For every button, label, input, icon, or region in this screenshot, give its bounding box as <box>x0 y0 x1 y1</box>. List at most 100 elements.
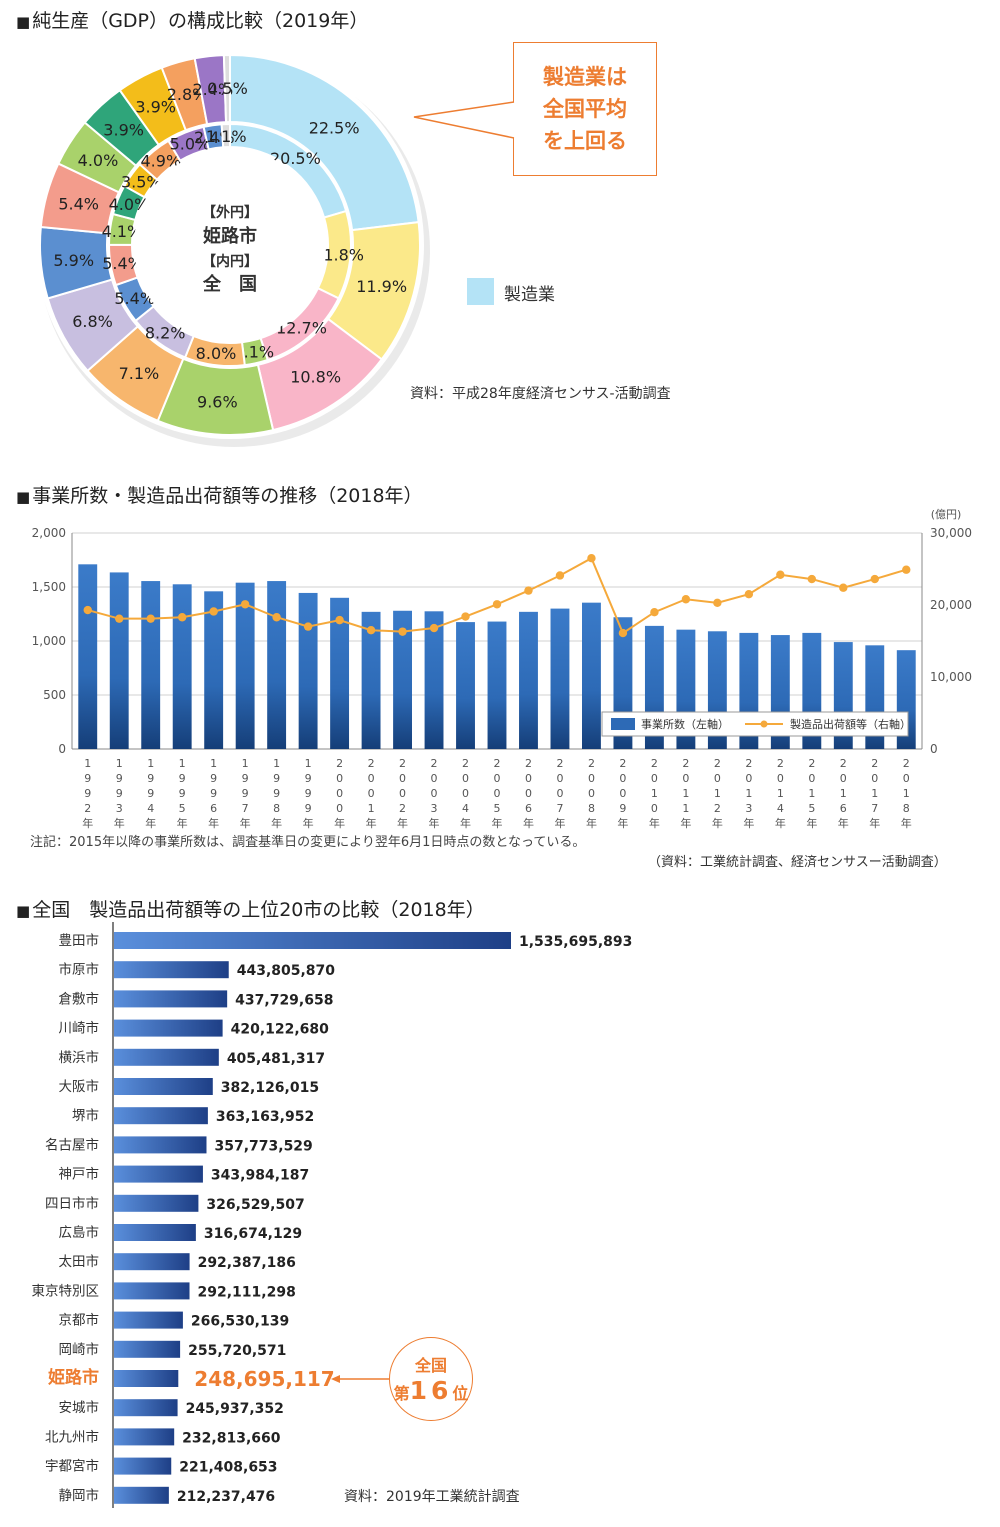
x-tick-1999年-0: 1 <box>305 757 312 770</box>
inner-label-10: 3.5% <box>121 173 162 192</box>
bar-2002年 <box>393 610 412 749</box>
x-tick-1992年-0: 1 <box>84 757 91 770</box>
x-tick-2015年-2: 1 <box>808 787 815 800</box>
inner-label-9: 4.0% <box>109 195 150 214</box>
x-tick-2007年-3: 7 <box>556 802 563 815</box>
x-tick-2009年-2: 0 <box>619 787 626 800</box>
point-2010年 <box>650 608 659 617</box>
hbar-静岡市 <box>114 1486 169 1504</box>
x-tick-2000年-4: 年 <box>334 816 345 830</box>
x-tick-1995年-0: 1 <box>179 757 186 770</box>
value-label-太田市: 292,387,186 <box>198 1255 296 1271</box>
x-tick-1993年-3: 3 <box>116 802 123 815</box>
outer-label-4: 7.1% <box>119 364 160 383</box>
hbar-広島市 <box>114 1224 196 1241</box>
hbar-堺市 <box>114 1107 208 1125</box>
gdp-title: 純生産（GDP）の構成比較（2019年） <box>32 10 369 32</box>
highlight-pointer-arrow <box>331 1375 340 1383</box>
x-tick-2000年-1: 0 <box>336 772 343 785</box>
x-tick-2003年-0: 2 <box>431 757 438 770</box>
point-2015年 <box>807 574 817 584</box>
inner-label-12: 5.0% <box>170 135 211 154</box>
x-tick-2004年-2: 0 <box>462 787 469 800</box>
point-1999年 <box>303 622 313 631</box>
bar-1997年 <box>235 582 255 749</box>
legend-bar-swatch <box>611 718 635 730</box>
outer-label-8: 4.0% <box>78 151 119 170</box>
value-label-川崎市: 420,122,680 <box>231 1022 330 1038</box>
x-tick-2006年-1: 0 <box>525 772 532 785</box>
x-tick-1999年-2: 9 <box>305 787 312 800</box>
x-tick-2002年-4: 年 <box>397 816 408 830</box>
city-label-倉敷市: 倉敷市 <box>59 990 100 1007</box>
x-tick-2017年-3: 7 <box>871 802 878 815</box>
x-tick-2016年-3: 6 <box>840 802 847 815</box>
source-gdp: 資料：平成28年度経済センサス-活動調査 <box>410 386 671 402</box>
value-label-堺市: 363,163,952 <box>216 1109 314 1125</box>
value-label-姫路市: 248,695,117 <box>194 1367 334 1391</box>
x-tick-1993年-4: 年 <box>114 816 125 830</box>
x-tick-2010年-2: 1 <box>651 787 658 800</box>
bar-1996年 <box>204 591 224 749</box>
x-tick-1998年-1: 9 <box>273 772 280 785</box>
x-tick-1994年-4: 年 <box>145 816 156 830</box>
city-label-宇都宮市: 宇都宮市 <box>45 1458 99 1475</box>
x-tick-2018年-4: 年 <box>901 816 912 830</box>
x-tick-2004年-4: 年 <box>460 816 471 830</box>
bar-2004年 <box>456 622 475 749</box>
bar-2000年 <box>330 597 350 749</box>
y-right-tick-0: 0 <box>930 742 938 756</box>
value-label-宇都宮市: 221,408,653 <box>179 1460 277 1476</box>
point-2005年 <box>492 600 502 609</box>
x-tick-1995年-4: 年 <box>177 816 188 830</box>
trend-combo-chart: 05001,0001,5002,000010,00020,00030,000(億… <box>32 508 972 830</box>
point-1994年 <box>146 614 155 623</box>
value-label-大阪市: 382,126,015 <box>221 1080 319 1096</box>
outer-label-11: 2.8% <box>167 85 208 104</box>
x-tick-2018年-1: 0 <box>903 772 910 785</box>
hbar-京都市 <box>114 1311 183 1329</box>
callout-line-2: 全国平均 <box>543 97 627 121</box>
x-tick-2000年-0: 2 <box>336 757 343 770</box>
inner-label-7: 5.4% <box>102 254 143 273</box>
point-2004年 <box>461 612 470 621</box>
hbar-岡崎市 <box>114 1340 181 1358</box>
x-tick-2014年-4: 年 <box>775 816 786 830</box>
x-tick-2017年-1: 0 <box>871 772 878 785</box>
city-label-堺市: 堺市 <box>72 1107 99 1124</box>
city-label-四日市市: 四日市市 <box>45 1195 99 1212</box>
bar-2003年 <box>424 611 444 749</box>
x-tick-2010年-0: 2 <box>651 757 658 770</box>
x-tick-1993年-2: 9 <box>116 787 123 800</box>
x-tick-2010年-1: 0 <box>651 772 658 785</box>
city-label-東京特別区: 東京特別区 <box>32 1283 100 1299</box>
x-tick-2002年-1: 0 <box>399 772 406 785</box>
center-label-outer: 【外円】 <box>202 204 258 221</box>
bar-1999年 <box>298 592 318 749</box>
city-label-川崎市: 川崎市 <box>59 1020 100 1037</box>
point-1998年 <box>272 613 281 622</box>
x-tick-1996年-0: 1 <box>210 757 217 770</box>
ranking-title: 全国 製造品出荷額等の上位20市の比較（2018年） <box>32 899 485 921</box>
x-tick-1992年-3: 2 <box>84 802 91 815</box>
bar-1994年 <box>141 581 161 749</box>
hbar-大阪市 <box>114 1078 213 1095</box>
outer-label-10: 3.9% <box>135 98 176 117</box>
hbar-市原市 <box>114 961 229 979</box>
x-tick-2006年-2: 0 <box>525 787 532 800</box>
x-tick-1994年-3: 4 <box>147 802 154 815</box>
x-tick-2013年-1: 0 <box>745 772 752 785</box>
x-tick-1997年-3: 7 <box>242 802 249 815</box>
x-tick-1999年-1: 9 <box>305 772 312 785</box>
x-tick-2008年-0: 2 <box>588 757 595 770</box>
outer-slice-13 <box>222 53 231 124</box>
x-tick-1996年-4: 年 <box>208 816 219 830</box>
x-tick-1995年-1: 9 <box>179 772 186 785</box>
value-label-市原市: 443,805,870 <box>237 963 336 979</box>
y-left-tick-4: 2,000 <box>32 526 66 540</box>
square-bullet-icon: ■ <box>16 902 31 920</box>
x-tick-2009年-3: 9 <box>619 802 626 815</box>
value-label-豊田市: 1,535,695,893 <box>519 934 632 950</box>
x-tick-1994年-2: 9 <box>147 787 154 800</box>
point-2002年 <box>398 627 407 636</box>
